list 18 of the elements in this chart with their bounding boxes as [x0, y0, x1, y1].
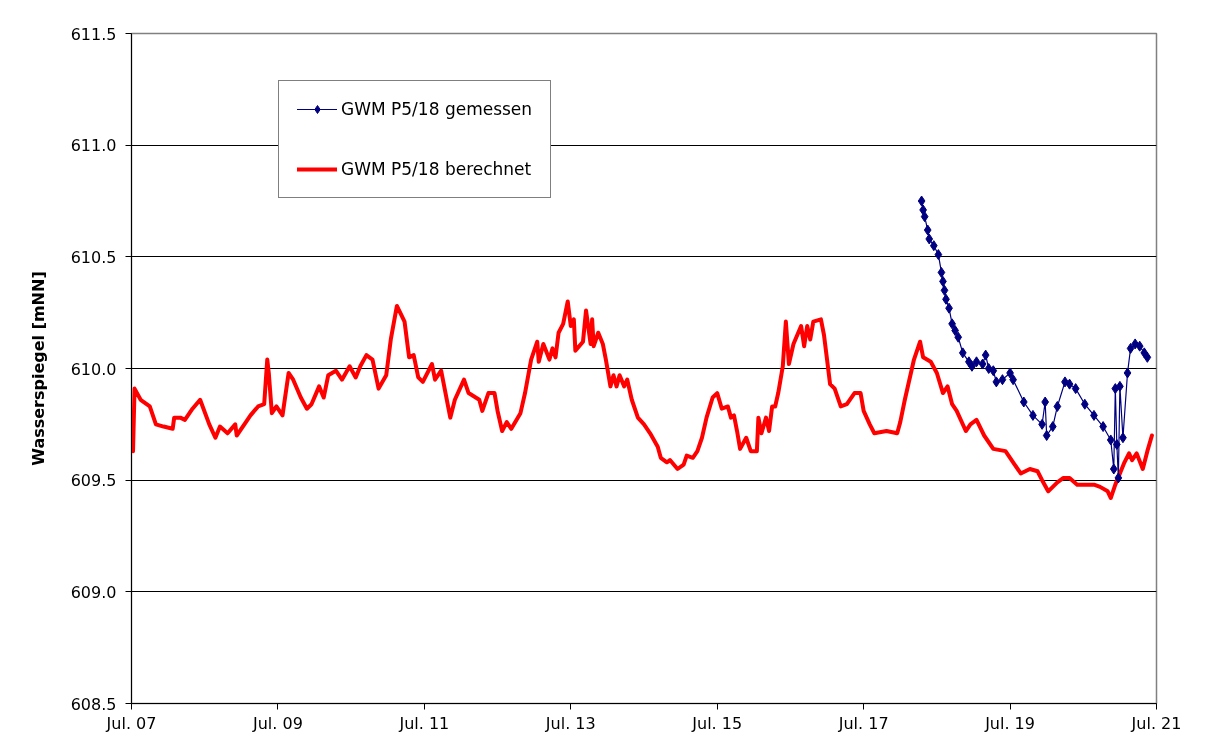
- y-tick-label: 608.5: [70, 694, 117, 714]
- x-tick-label: Jul. 13: [544, 713, 596, 733]
- legend-label: GWM P5/18 berechnet: [341, 159, 532, 179]
- x-tick-label: Jul. 17: [837, 713, 889, 733]
- legend-label: GWM P5/18 gemessen: [341, 99, 533, 119]
- y-axis-title: Wasserspiegel [mNN]: [28, 271, 48, 466]
- y-tick-label: 609.0: [70, 582, 117, 602]
- y-tick-label: 611.0: [70, 136, 117, 156]
- x-tick-label: Jul. 21: [1130, 713, 1182, 733]
- x-tick-label: Jul. 19: [984, 713, 1035, 733]
- y-tick-label: 609.5: [70, 471, 117, 491]
- y-tick-label: 611.5: [70, 24, 117, 44]
- x-tick-label: Jul. 11: [398, 713, 450, 733]
- y-tick-label: 610.0: [70, 359, 117, 379]
- x-tick-label: Jul. 09: [252, 713, 303, 733]
- x-tick-label: Jul. 07: [105, 713, 157, 733]
- y-tick-label: 610.5: [70, 247, 117, 267]
- x-tick-label: Jul. 15: [691, 713, 743, 733]
